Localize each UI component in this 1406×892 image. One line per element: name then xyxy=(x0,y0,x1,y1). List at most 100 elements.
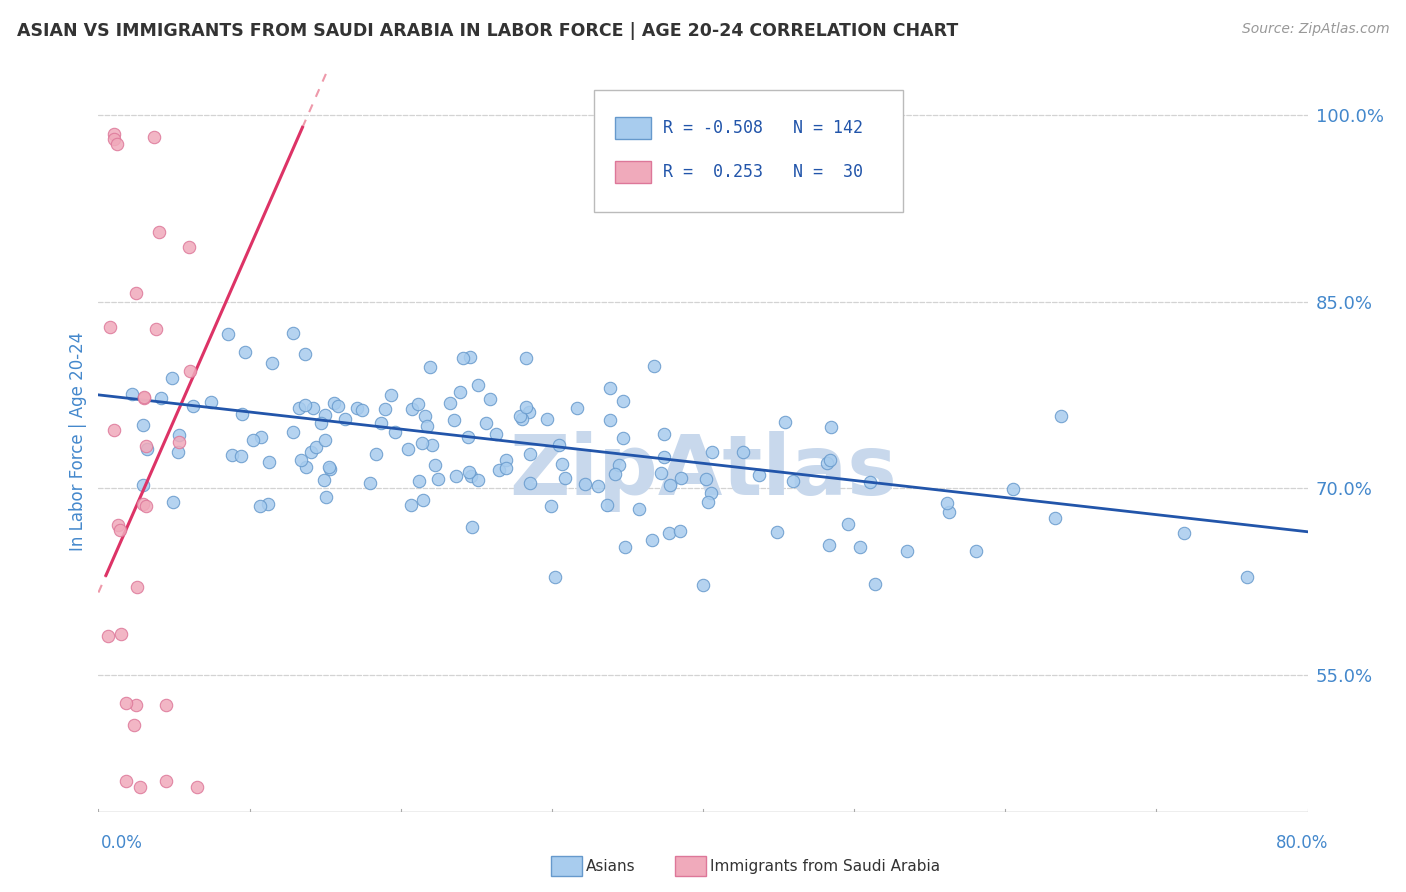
Point xyxy=(143,130,166,145)
Point xyxy=(467,378,489,392)
Point xyxy=(488,463,510,477)
Point xyxy=(599,381,621,395)
Point xyxy=(599,413,621,427)
Text: ASIAN VS IMMIGRANTS FROM SAUDI ARABIA IN LABOR FORCE | AGE 20-24 CORRELATION CHA: ASIAN VS IMMIGRANTS FROM SAUDI ARABIA IN… xyxy=(17,22,957,40)
Point xyxy=(162,495,184,509)
Point xyxy=(100,320,122,334)
Point xyxy=(200,395,222,409)
Point xyxy=(574,476,596,491)
Point xyxy=(177,240,200,254)
Point xyxy=(643,359,665,374)
Point xyxy=(820,420,842,434)
Point xyxy=(396,442,419,457)
Point xyxy=(453,351,475,365)
Point xyxy=(475,417,498,431)
Point xyxy=(773,415,796,429)
Point xyxy=(495,461,517,475)
Point xyxy=(1045,510,1067,524)
Point xyxy=(125,285,148,300)
Point xyxy=(125,698,148,712)
Point xyxy=(837,517,859,532)
Point xyxy=(221,448,243,462)
Point xyxy=(314,473,336,487)
Point xyxy=(849,540,872,554)
Point xyxy=(160,371,183,385)
Point xyxy=(652,427,675,442)
Point xyxy=(547,438,569,452)
Point xyxy=(457,430,479,444)
FancyBboxPatch shape xyxy=(595,90,903,212)
Point xyxy=(148,225,170,239)
Point xyxy=(460,351,482,365)
Point xyxy=(1173,526,1195,541)
Point xyxy=(419,359,441,374)
Point xyxy=(659,478,682,492)
Point xyxy=(896,544,918,558)
Point xyxy=(294,398,316,412)
Point xyxy=(595,498,617,512)
Point xyxy=(517,405,540,419)
Point xyxy=(748,468,770,483)
Point xyxy=(103,127,125,141)
Point xyxy=(936,496,959,510)
Point xyxy=(314,408,336,422)
Point xyxy=(515,400,537,414)
Point xyxy=(319,461,342,475)
Point xyxy=(479,392,502,406)
Point xyxy=(97,629,120,643)
Point xyxy=(614,540,637,554)
Text: Source: ZipAtlas.com: Source: ZipAtlas.com xyxy=(1241,22,1389,37)
Point xyxy=(765,524,787,539)
Point xyxy=(692,578,714,592)
Point xyxy=(519,476,541,491)
Point xyxy=(426,472,449,486)
Point xyxy=(290,453,312,467)
Point xyxy=(399,498,422,512)
Point xyxy=(859,475,882,489)
Point xyxy=(731,445,754,459)
Text: 0.0%: 0.0% xyxy=(101,834,143,852)
Point xyxy=(612,394,634,409)
Point xyxy=(250,430,273,444)
Point xyxy=(658,526,681,541)
Point xyxy=(135,442,157,457)
Point xyxy=(233,344,256,359)
Point xyxy=(467,473,489,487)
Point xyxy=(288,401,311,415)
Point xyxy=(155,698,177,712)
Point xyxy=(110,626,132,640)
Point xyxy=(641,533,664,547)
Point xyxy=(145,322,167,336)
Point xyxy=(654,450,676,464)
Point xyxy=(460,468,482,483)
Point xyxy=(229,449,252,463)
Point xyxy=(132,390,155,404)
Point xyxy=(103,424,125,438)
Point xyxy=(374,401,396,416)
Point xyxy=(818,452,841,467)
Point xyxy=(384,425,406,440)
Point xyxy=(105,136,128,151)
Point xyxy=(299,445,322,459)
Point xyxy=(411,436,433,450)
Text: 80.0%: 80.0% xyxy=(1277,834,1329,852)
Point xyxy=(544,569,567,583)
Point xyxy=(217,326,239,341)
Point xyxy=(114,773,136,788)
Point xyxy=(108,523,131,537)
Point xyxy=(107,518,129,533)
Point xyxy=(966,544,988,558)
Point xyxy=(603,467,626,482)
Point xyxy=(554,471,576,485)
Point xyxy=(515,351,537,365)
Point xyxy=(155,773,177,788)
Point xyxy=(132,478,155,492)
Point xyxy=(510,412,533,426)
Point xyxy=(328,399,350,413)
Point xyxy=(186,780,208,794)
Point xyxy=(305,441,328,455)
Point xyxy=(370,416,392,430)
Point xyxy=(135,439,157,453)
Point xyxy=(257,497,280,511)
Point xyxy=(257,455,280,469)
